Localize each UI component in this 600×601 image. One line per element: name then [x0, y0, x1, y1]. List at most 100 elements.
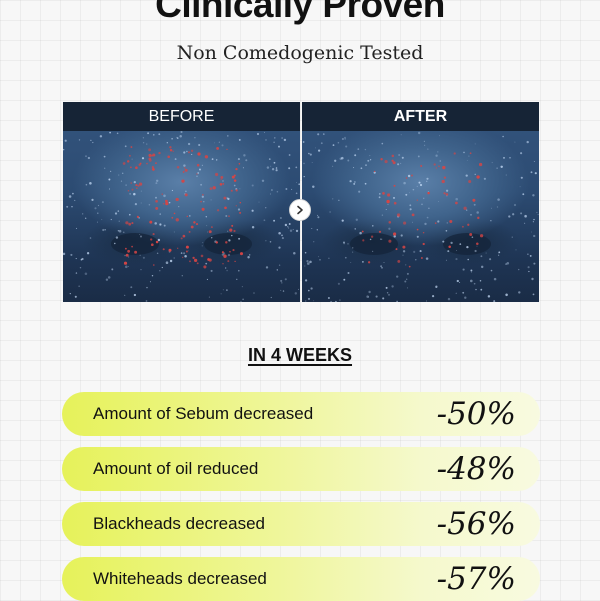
- skin-speckle: [157, 238, 161, 242]
- skin-speckle: [480, 265, 484, 269]
- skin-speckle: [87, 156, 91, 160]
- skin-speckle: [265, 266, 269, 269]
- sebum-dot: [181, 179, 185, 183]
- result-label: Blackheads decreased: [93, 514, 266, 533]
- sebum-dot: [138, 182, 143, 186]
- skin-speckle: [367, 296, 369, 298]
- compare-arrow-button[interactable]: [289, 199, 311, 221]
- skin-speckle: [437, 151, 439, 153]
- skin-speckle: [278, 145, 280, 148]
- skin-speckle: [187, 142, 191, 146]
- skin-speckle: [317, 214, 319, 216]
- skin-speckle: [278, 264, 281, 266]
- skin-speckle: [161, 266, 163, 269]
- sebum-dot: [229, 250, 231, 253]
- sebum-dot: [370, 235, 374, 238]
- skin-speckle: [186, 150, 188, 153]
- skin-speckle: [237, 208, 241, 211]
- sebum-dot: [416, 199, 418, 201]
- skin-speckle: [194, 137, 196, 139]
- skin-speckle: [309, 153, 312, 156]
- skin-speckle: [512, 213, 515, 216]
- skin-speckle: [479, 280, 482, 282]
- skin-speckle: [242, 167, 244, 169]
- skin-speckle: [118, 220, 120, 222]
- skin-speckle: [251, 209, 254, 212]
- sebum-dot: [197, 152, 201, 156]
- skin-speckle: [271, 168, 275, 171]
- skin-speckle: [380, 238, 382, 240]
- sebum-dot: [122, 162, 126, 165]
- sebum-dot: [233, 229, 236, 233]
- skin-speckle: [274, 137, 276, 139]
- skin-speckle: [476, 245, 478, 247]
- skin-speckle: [139, 234, 141, 236]
- skin-speckle: [210, 269, 213, 272]
- sebum-dot: [136, 187, 138, 189]
- skin-speckle: [124, 255, 126, 257]
- skin-speckle: [68, 195, 72, 198]
- skin-speckle: [312, 185, 315, 188]
- skin-speckle: [280, 289, 282, 291]
- sebum-dot: [149, 220, 153, 224]
- sebum-dot: [223, 254, 227, 258]
- skin-speckle: [347, 271, 350, 275]
- sebum-dot: [146, 162, 148, 165]
- skin-speckle: [313, 300, 315, 302]
- skin-speckle: [352, 251, 354, 253]
- skin-speckle: [491, 207, 493, 209]
- skin-speckle: [334, 300, 337, 302]
- skin-speckle: [422, 197, 425, 200]
- sebum-dot: [367, 261, 371, 264]
- skin-speckle: [187, 250, 189, 252]
- skin-speckle: [536, 211, 538, 214]
- skin-speckle: [439, 135, 441, 137]
- sebum-dot: [172, 150, 174, 152]
- skin-speckle: [148, 203, 151, 206]
- sebum-dot: [395, 248, 398, 251]
- sebum-dot: [128, 222, 132, 226]
- skin-speckle: [332, 198, 334, 200]
- result-value: -57%: [436, 561, 516, 597]
- sebum-dot: [131, 222, 134, 225]
- skin-speckle: [445, 259, 447, 261]
- skin-speckle: [97, 212, 99, 214]
- skin-speckle: [287, 226, 289, 228]
- skin-speckle: [271, 189, 273, 191]
- sebum-dot: [443, 176, 447, 179]
- sebum-dot: [238, 163, 241, 165]
- sebum-dot: [388, 221, 392, 224]
- skin-speckle: [125, 265, 128, 269]
- skin-speckle: [70, 253, 73, 256]
- skin-speckle: [471, 271, 472, 273]
- skin-speckle: [64, 139, 67, 142]
- skin-speckle: [304, 265, 306, 267]
- skin-speckle: [401, 156, 404, 159]
- skin-speckle: [243, 154, 246, 157]
- skin-speckle: [419, 250, 422, 253]
- skin-speckle: [386, 292, 389, 294]
- skin-speckle: [387, 293, 391, 296]
- skin-speckle: [409, 208, 412, 211]
- sebum-dot: [195, 223, 199, 226]
- skin-speckle: [455, 197, 458, 201]
- skin-speckle: [218, 141, 220, 143]
- skin-speckle: [183, 151, 186, 154]
- sebum-dot: [196, 262, 199, 265]
- sebum-dot: [219, 182, 223, 186]
- skin-speckle: [101, 219, 103, 221]
- skin-speckle: [511, 236, 513, 238]
- skin-speckle: [463, 151, 465, 154]
- skin-speckle: [387, 203, 389, 205]
- skin-speckle: [533, 161, 535, 162]
- skin-speckle: [276, 190, 279, 193]
- result-row-sebum: Amount of Sebum decreased -50%: [62, 392, 540, 436]
- skin-speckle: [202, 242, 204, 244]
- skin-speckle: [381, 238, 383, 240]
- skin-speckle: [145, 300, 148, 302]
- sebum-dot: [468, 179, 472, 184]
- skin-speckle: [275, 169, 278, 172]
- skin-speckle: [79, 266, 82, 269]
- sebum-dot: [476, 242, 479, 245]
- skin-speckle: [403, 181, 406, 185]
